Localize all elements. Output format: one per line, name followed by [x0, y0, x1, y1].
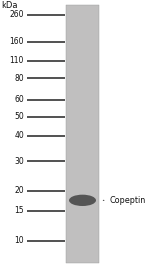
Text: 160: 160	[9, 37, 24, 46]
Text: 110: 110	[10, 56, 24, 65]
Text: 30: 30	[14, 157, 24, 166]
Text: 80: 80	[14, 74, 24, 83]
Text: 10: 10	[14, 236, 24, 245]
Text: kDa: kDa	[2, 1, 18, 10]
Text: 40: 40	[14, 131, 24, 140]
Text: 50: 50	[14, 112, 24, 121]
Ellipse shape	[69, 195, 96, 206]
FancyBboxPatch shape	[66, 5, 99, 263]
Text: Copeptin: Copeptin	[103, 196, 146, 205]
Text: 20: 20	[14, 186, 24, 195]
Text: 60: 60	[14, 95, 24, 104]
Text: 15: 15	[14, 206, 24, 215]
Text: 260: 260	[9, 10, 24, 19]
